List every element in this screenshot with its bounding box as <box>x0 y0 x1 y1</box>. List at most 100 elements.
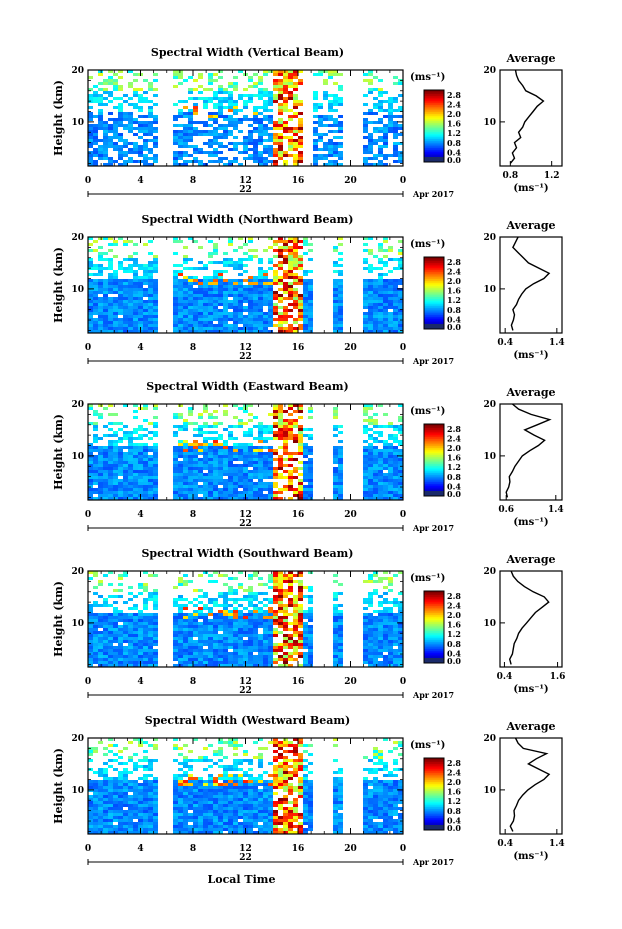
heatmap-cell <box>98 467 103 470</box>
heatmap-cell <box>133 300 138 303</box>
heatmap-cell <box>223 410 228 413</box>
heatmap-cell <box>93 428 98 431</box>
heatmap-cell <box>138 88 143 91</box>
heatmap-cell <box>268 324 273 327</box>
heatmap-cell <box>138 655 143 658</box>
heatmap-cell <box>248 434 253 437</box>
heatmap-cell <box>363 473 368 476</box>
heatmap-cell <box>228 488 233 491</box>
heatmap-cell <box>253 628 258 631</box>
heatmap-cell <box>118 652 123 655</box>
heatmap-cell <box>253 315 258 318</box>
heatmap-cell <box>383 297 388 300</box>
heatmap-cell <box>393 452 398 455</box>
heatmap-cell <box>118 115 123 118</box>
heatmap-cell <box>123 470 128 473</box>
heatmap-cell <box>213 94 218 97</box>
heatmap-cell <box>193 461 198 464</box>
heatmap-cell <box>383 458 388 461</box>
heatmap-cell <box>213 616 218 619</box>
heatmap-cell <box>118 318 123 321</box>
heatmap-cell <box>93 273 98 276</box>
heatmap-cell <box>103 661 108 664</box>
heatmap-cell <box>378 258 383 261</box>
heatmap-cell <box>148 449 153 452</box>
heatmap-cell <box>398 160 403 163</box>
heatmap-cell <box>258 625 263 628</box>
heatmap-cell <box>203 652 208 655</box>
heatmap-cell <box>363 428 368 431</box>
heatmap-cell <box>388 488 393 491</box>
heatmap-cell <box>108 485 113 488</box>
heatmap-cell <box>98 127 103 130</box>
heatmap-cell <box>363 312 368 315</box>
heatmap-cell <box>233 288 238 291</box>
heatmap-cell <box>153 160 158 163</box>
heatmap-cell <box>93 482 98 485</box>
colorbar-tick-label: 1.2 <box>447 295 461 305</box>
heatmap-cell <box>258 470 263 473</box>
heatmap-cell <box>338 661 343 664</box>
heatmap-cell <box>213 249 218 252</box>
heatmap-cell <box>258 76 263 79</box>
heatmap-cell <box>338 628 343 631</box>
colorbar-swatch <box>424 447 444 450</box>
heatmap-cell <box>368 446 373 449</box>
heatmap-cell <box>268 258 273 261</box>
colorbar-swatch <box>424 289 444 292</box>
heatmap-cell <box>133 258 138 261</box>
heatmap-cell <box>378 261 383 264</box>
heatmap-cell <box>188 124 193 127</box>
heatmap-cell <box>88 652 93 655</box>
heatmap-cell <box>393 315 398 318</box>
heatmap-cell <box>103 470 108 473</box>
heatmap-cell <box>198 622 203 625</box>
heatmap-cell <box>258 640 263 643</box>
heatmap-cell <box>383 163 388 166</box>
heatmap-cell <box>98 476 103 479</box>
heatmap-cell <box>128 437 133 440</box>
heatmap-cell <box>228 473 233 476</box>
colorbar-swatch <box>424 136 444 140</box>
heatmap-cell <box>203 637 208 640</box>
heatmap-cell <box>188 455 193 458</box>
heatmap-cell <box>213 458 218 461</box>
heatmap-cell <box>383 640 388 643</box>
heatmap-cell <box>378 661 383 664</box>
heatmap-cell <box>208 285 213 288</box>
heatmap-cell <box>253 106 258 109</box>
heatmap-cell <box>213 285 218 288</box>
heatmap-cell <box>118 312 123 315</box>
heatmap-cell <box>143 455 148 458</box>
heatmap-cell <box>393 121 398 124</box>
heatmap-cell <box>368 640 373 643</box>
heatmap-cell <box>248 148 253 151</box>
heatmap-cell <box>293 103 298 106</box>
heatmap-cell <box>118 324 123 327</box>
heatmap-cell <box>98 282 103 285</box>
heatmap-cell <box>193 631 198 634</box>
heatmap-cell <box>378 276 383 279</box>
heatmap-cell <box>128 467 133 470</box>
heatmap-cell <box>233 109 238 112</box>
colorbar: (ms⁻¹)2.82.42.01.61.20.80.40.0 <box>410 72 461 165</box>
heatmap-cell <box>118 491 123 494</box>
heatmap-cell <box>183 628 188 631</box>
heatmap-cell <box>108 276 113 279</box>
heatmap-cell <box>258 91 263 94</box>
heatmap-cell <box>88 625 93 628</box>
heatmap-cell <box>113 470 118 473</box>
heatmap-cell <box>288 482 293 485</box>
heatmap-cell <box>198 658 203 661</box>
heatmap-cell <box>378 634 383 637</box>
heatmap-cell <box>183 488 188 491</box>
heatmap-cell <box>298 574 303 577</box>
heatmap-cell <box>153 643 158 646</box>
heatmap-cell <box>133 607 138 610</box>
heatmap-cell <box>208 482 213 485</box>
heatmap-cell <box>133 276 138 279</box>
heatmap-cell <box>133 324 138 327</box>
heatmap-cell <box>253 482 258 485</box>
heatmap-cell <box>248 237 253 240</box>
heatmap-cell <box>203 631 208 634</box>
